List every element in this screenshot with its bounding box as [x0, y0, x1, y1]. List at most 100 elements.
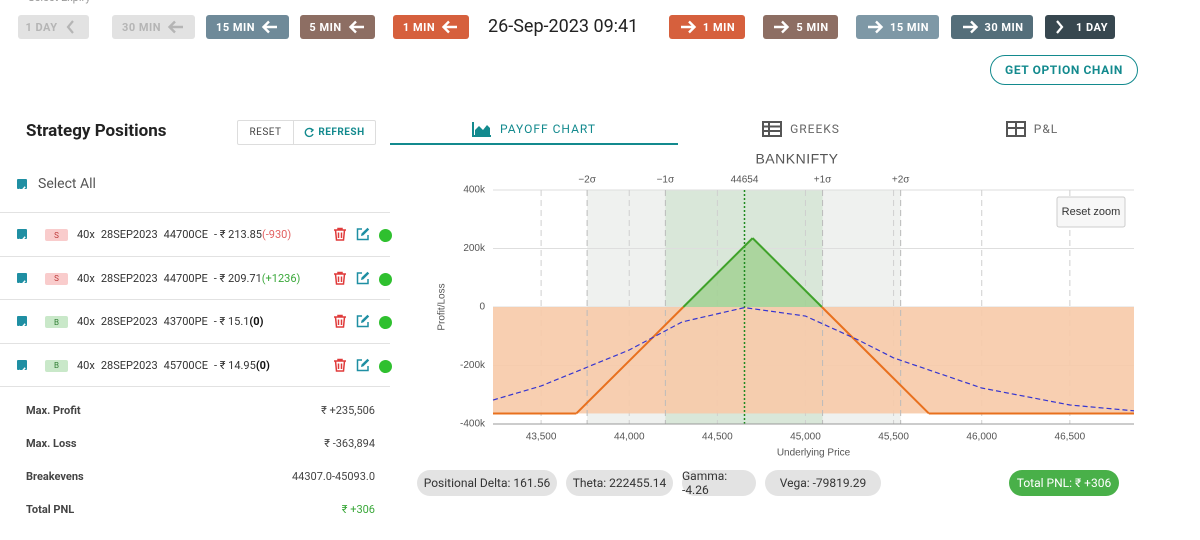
- reset-zoom-button[interactable]: [1056, 196, 1126, 228]
- edit-icon[interactable]: [356, 358, 370, 375]
- icon: [356, 271, 370, 284]
- tab-label: PAYOFF CHART: [500, 122, 596, 136]
- icon: [680, 20, 697, 34]
- expiry: 28SEP2023: [100, 228, 158, 241]
- panel-title: Strategy Positions: [26, 121, 167, 141]
- icon: [66, 20, 74, 34]
- panel-buttons: RESET REFRESH: [237, 120, 376, 145]
- delete-icon[interactable]: [333, 227, 347, 244]
- tab[interactable]: PAYOFF CHART: [390, 115, 678, 145]
- x-tick-label: 45,500: [878, 432, 909, 443]
- qty: 40x: [77, 228, 95, 241]
- expiry-label: Select Expiry: [28, 0, 91, 4]
- position-text: 40x 28SEP2023 43700PE - ₹ 15.1 (0): [77, 315, 263, 328]
- x-tick-label: 43,500: [526, 432, 557, 443]
- checkbox[interactable]: [17, 316, 27, 330]
- row-actions: [333, 314, 392, 331]
- back-button[interactable]: 5 MIN: [300, 15, 375, 39]
- icon: [18, 186, 26, 193]
- summary-value: ₹ +306: [341, 503, 375, 516]
- position-row: B 40x 28SEP2023 43700PE - ₹ 15.1 (0): [0, 299, 392, 343]
- payoff-segment: [821, 306, 930, 415]
- tab[interactable]: P&L: [924, 115, 1140, 143]
- price-group: - ₹ 15.1 (0): [214, 315, 264, 328]
- tab[interactable]: GREEKS: [678, 115, 924, 143]
- side-badge: B: [45, 316, 68, 328]
- position-text: 40x 28SEP2023 44700PE - ₹ 209.71 (+1236): [77, 272, 300, 285]
- delete-icon[interactable]: [333, 314, 347, 331]
- back-button[interactable]: 1 MIN: [393, 15, 469, 39]
- forward-button[interactable]: 30 MIN: [951, 15, 1033, 39]
- forward-button[interactable]: 1 DAY: [1045, 15, 1115, 39]
- instrument: 43700PE: [163, 315, 208, 328]
- back-button[interactable]: 15 MIN: [206, 15, 289, 39]
- option-chain-button[interactable]: GET OPTION CHAIN: [990, 55, 1138, 85]
- y-axis-title: Profit/Loss: [437, 283, 448, 330]
- refresh-button[interactable]: REFRESH: [294, 121, 375, 144]
- x-tick-label: 44,000: [614, 432, 645, 443]
- edit-icon[interactable]: [356, 314, 370, 331]
- expiry: 28SEP2023: [100, 358, 158, 372]
- datetime: 26-Sep-2023 09:41: [488, 16, 639, 37]
- summary-value: ₹ +235,506: [321, 404, 375, 417]
- price-group: - ₹ 14.95 (0): [214, 359, 270, 372]
- edit-icon[interactable]: [356, 227, 370, 244]
- forward-button[interactable]: 1 MIN: [669, 15, 745, 39]
- icon: [18, 279, 26, 286]
- qty: 40x: [77, 358, 95, 372]
- instrument: 44700PE: [163, 271, 208, 285]
- summary-value: ₹ -363,894: [324, 437, 375, 450]
- icon: [18, 366, 26, 373]
- pnl: (0): [255, 358, 270, 372]
- delete-icon[interactable]: [333, 358, 347, 375]
- price: - ₹ 213.85: [213, 228, 262, 241]
- checkbox[interactable]: [17, 229, 27, 243]
- reset-button[interactable]: RESET: [238, 121, 294, 144]
- forward-button[interactable]: 15 MIN: [856, 15, 939, 39]
- icon: [472, 122, 492, 137]
- price-group: - ₹ 213.85 (-930): [214, 228, 291, 241]
- status-dot: [379, 316, 392, 329]
- forward-button[interactable]: 5 MIN: [763, 15, 838, 39]
- side-badge: B: [45, 359, 68, 372]
- delete-icon[interactable]: [333, 271, 347, 288]
- payoff-segment: [682, 237, 754, 308]
- position-text: 40x 28SEP2023 44700CE - ₹ 213.85 (-930): [77, 228, 291, 241]
- checkbox[interactable]: [17, 272, 27, 286]
- position-row: S 40x 28SEP2023 44700PE - ₹ 209.71 (+1236): [0, 255, 392, 300]
- icon: [762, 121, 783, 137]
- greek-pill: Vega: -79819.29: [765, 470, 881, 496]
- side-badge: S: [45, 272, 68, 285]
- button-label: 1 MIN: [402, 20, 436, 34]
- greek-pill: Theta: 222455.14: [566, 470, 673, 496]
- edit-icon[interactable]: [356, 271, 370, 288]
- row-divider: [0, 386, 390, 387]
- icon: [1056, 20, 1064, 34]
- icon: [868, 20, 884, 34]
- x-tick-label: 45,000: [790, 432, 821, 443]
- side-badge: S: [45, 229, 68, 241]
- total-pnl-pill: Total PNL: ₹ +306: [1009, 470, 1119, 496]
- icon: [356, 227, 370, 241]
- icon: [356, 358, 370, 371]
- summary-label: Breakevens: [26, 470, 84, 483]
- summary-value: 44307.0-45093.0: [291, 470, 375, 483]
- back-button[interactable]: 30 MIN: [112, 15, 195, 39]
- icon: [356, 314, 370, 328]
- button-label: 5 MIN: [796, 20, 829, 34]
- price: - ₹ 15.1: [213, 315, 250, 328]
- checkbox[interactable]: [17, 359, 27, 373]
- chart: BANKNIFTY -400k -200k 0 200k 400k 43,500 44,000…: [437, 151, 1135, 459]
- summary-label: Max. Loss: [26, 437, 77, 450]
- button-label: 1 DAY: [25, 20, 58, 34]
- y-tick-label: 0: [479, 302, 485, 313]
- tab-label: P&L: [1033, 122, 1059, 136]
- refresh-label: REFRESH: [318, 127, 365, 138]
- checkbox[interactable]: [17, 179, 27, 193]
- back-button[interactable]: 1 DAY: [18, 15, 89, 39]
- button-label: 1 MIN: [702, 20, 736, 34]
- button-label: 30 MIN: [122, 20, 161, 34]
- price: - ₹ 209.71: [213, 271, 262, 285]
- row-actions: [333, 271, 392, 288]
